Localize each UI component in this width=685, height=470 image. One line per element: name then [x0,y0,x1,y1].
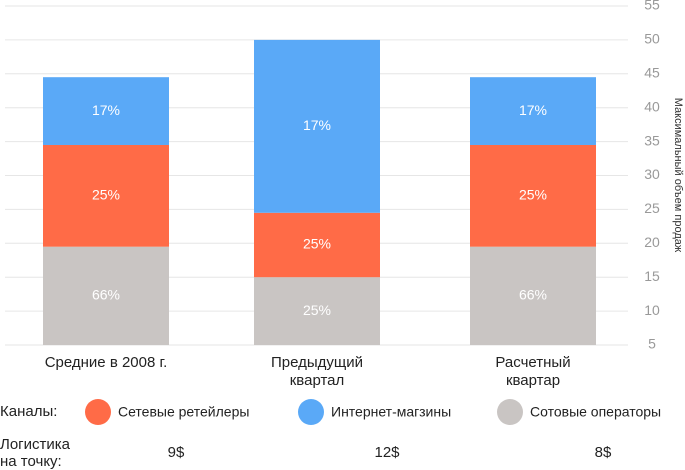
y-tick-label: 30 [644,166,660,182]
bar-segment [470,144,596,247]
bar-segment [470,246,596,345]
bar-segment [254,39,380,213]
logistics-value: 8$ [594,444,612,461]
value-label: 25% [519,187,547,203]
y-tick-label: 35 [644,132,660,148]
y-tick-label: 45 [644,65,660,81]
y-tick-label: 5 [648,336,656,352]
value-label: 25% [303,236,331,252]
legend-swatch [497,399,523,425]
legend-swatch [85,399,111,425]
bar-segment [43,246,169,345]
bar-segment [43,144,169,247]
x-tick-label: Расчетный квартар [495,354,571,389]
bar-segment [470,77,596,145]
value-label: 25% [92,187,120,203]
value-label: 17% [519,102,547,118]
value-label: 66% [519,287,547,303]
bar-segment [43,77,169,145]
y-tick-label: 50 [644,31,660,47]
y-tick-label: 40 [644,98,660,114]
y-tick-label: 10 [644,302,660,318]
logistics-value: 12$ [374,444,400,461]
legend-label: Интернет-магзины [331,404,451,420]
logistics-label: Логистика на точку: [0,436,71,470]
value-label: 17% [303,117,331,133]
bar-segment [254,277,380,345]
x-tick-label: Средние в 2008 г. [44,354,168,371]
value-label: 25% [303,302,331,318]
y-tick-label: 55 [644,0,660,13]
y-tick-label: 15 [644,268,660,284]
y-tick-label: 25 [644,200,660,216]
logistics-value: 9$ [167,444,185,461]
y-tick-label: 20 [644,234,660,250]
y-axis-label: Максимальный объем продаж [672,98,684,253]
legend-title: Каналы: [0,403,58,420]
x-tick-label: Предыдущий квартал [270,354,364,389]
legend-swatch [298,399,324,425]
value-label: 17% [92,102,120,118]
bar-segment [254,212,380,278]
legend-label: Сотовые операторы [530,404,661,420]
legend-label: Сетевые ретейлеры [118,404,249,420]
value-label: 66% [92,287,120,303]
